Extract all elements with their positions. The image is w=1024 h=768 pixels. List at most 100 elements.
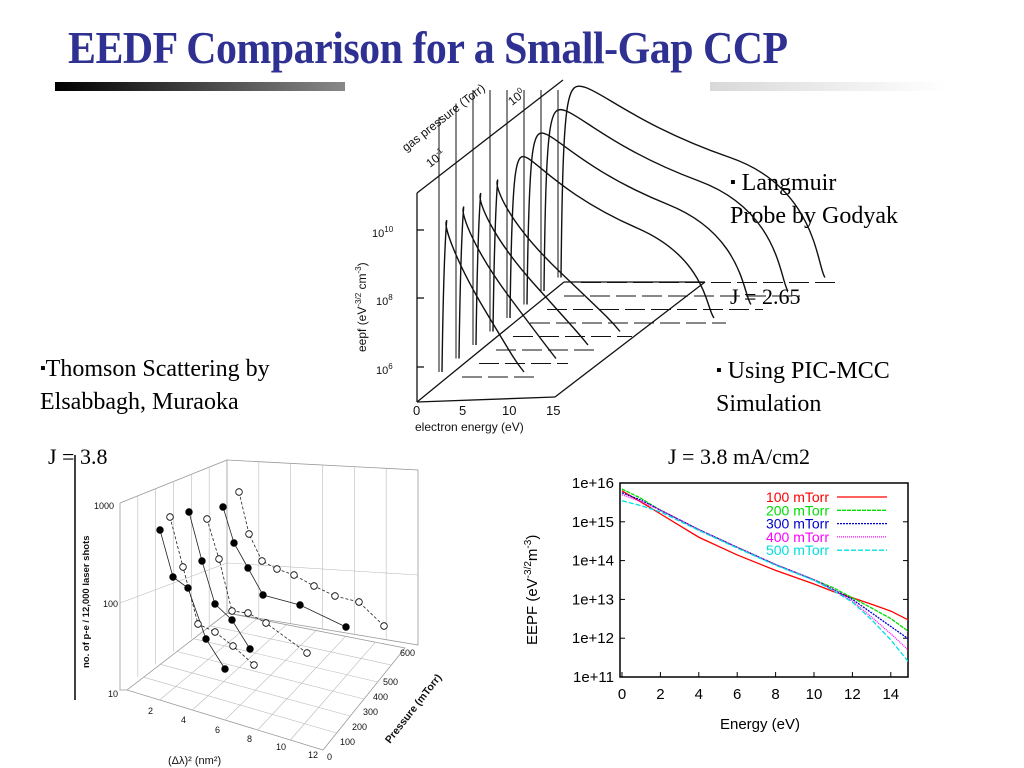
ytick-1e8: 108 [376,293,393,308]
slide-title: EEDF Comparison for a Small-Gap CCP [68,23,788,73]
ztick: 500 [383,677,398,687]
data-point [211,600,219,608]
thomson-j: J = 3.8 [48,444,108,469]
ztick: 400 [373,692,388,702]
pic-j: J = 3.8 mA/cm2 [668,444,810,469]
ytick-1e10: 1010 [372,225,394,240]
pressure-axis-label: gas pressure (Torr) [399,81,488,154]
series-line [206,518,308,654]
x-tick-label: 12 [844,686,861,703]
x-axis [416,396,556,403]
grid-line [119,562,228,604]
data-point [355,598,363,606]
ztick-1-torr: 100 [505,85,529,108]
pic-line1: Using PIC-MCC [727,358,890,384]
langmuir-line2: Probe by Godyak [730,203,898,229]
pic-y-axis-label: EEPF (eV-3/2m-3) [523,535,541,645]
x-tick-label: 2 [656,686,664,703]
series-line [159,529,226,670]
data-point [245,530,253,538]
x-tick-label: 14 [882,686,899,703]
data-point [262,619,270,627]
eepf-curve [543,108,789,292]
eepf-curve [509,155,715,319]
data-point [228,607,236,615]
data-point [244,564,252,572]
floor-edge [416,281,565,403]
xtick: 8 [247,734,252,744]
floor-edge-right [554,281,706,398]
bullet-icon: ▪ [716,362,722,379]
series-line [222,506,347,628]
pic-x-axis-label: Energy (eV) [720,716,800,733]
x-axis-label: electron energy (eV) [415,420,524,434]
data-point [273,565,281,573]
data-point [202,635,210,643]
data-point [290,571,298,579]
legend-label: 500 mTorr [766,542,829,558]
series-line [238,491,385,627]
langmuir-line1: Langmuir [741,170,837,196]
pic-caption: ▪ Using PIC-MCC Simulation [716,354,890,421]
x-tick-label: 0 [618,686,626,703]
xtick: 5 [459,403,466,418]
series-line [188,511,251,650]
y-axis-label: no. of p-e / 12,000 laser shots [81,535,92,668]
data-point [246,645,254,653]
xtick: 2 [148,706,153,716]
series-line-100-mtorr [621,490,908,621]
data-point [244,609,252,617]
data-point [156,526,164,534]
pic-line2: Simulation [716,391,822,417]
xtick: 6 [215,725,220,735]
grid-line [257,636,346,731]
data-point [215,555,223,563]
bullet-icon: ▪ [40,360,46,377]
legend-label: 300 mTorr [766,516,829,532]
data-point [198,557,206,565]
ztick: 600 [400,648,415,658]
data-point [331,592,339,600]
eepf-curve [458,206,557,359]
data-point [303,649,311,657]
data-point [203,515,211,523]
eepf-curve [526,132,752,305]
ytick-1e6: 106 [376,362,393,377]
grid-line [210,625,392,666]
langmuir-caption: ▪ Langmuir Probe by Godyak [730,166,898,233]
x-tick-label: 6 [733,686,741,703]
xtick: 10 [276,742,286,752]
thomson-line1: Thomson Scattering by [45,356,270,382]
data-point [166,513,174,521]
xtick: 10 [502,403,516,418]
grid-line [193,638,378,683]
eepf-curve [560,85,826,278]
data-point [259,591,267,599]
thomson-line2: Elsabbagh, Muraoka [40,389,239,415]
bullet-icon: ▪ [730,174,736,191]
eepf-curve [492,179,621,332]
y-tick-label: 1e+14 [572,553,614,570]
grid-line [226,562,419,576]
ztick: 100 [340,737,355,747]
legend-label: 200 mTorr [766,502,829,518]
data-point [310,582,318,590]
thomson-caption: ▪Thomson Scattering by Elsabbagh, Muraok… [40,352,270,419]
data-point [221,665,229,673]
data-point [342,623,350,631]
ytick: 100 [103,599,118,609]
ytick: 1000 [94,501,114,511]
data-point [185,508,193,516]
data-point [235,488,243,496]
data-point [219,503,227,511]
data-point [194,620,202,628]
data-point [296,601,304,609]
data-point [230,539,238,547]
xtick: 4 [181,715,186,725]
y-tick-label: 1e+12 [572,630,614,647]
y-tick-label: 1e+11 [573,669,614,686]
title-underline-right [710,82,945,91]
legend-label: 100 mTorr [766,489,829,505]
pic-plot-area [619,482,909,678]
